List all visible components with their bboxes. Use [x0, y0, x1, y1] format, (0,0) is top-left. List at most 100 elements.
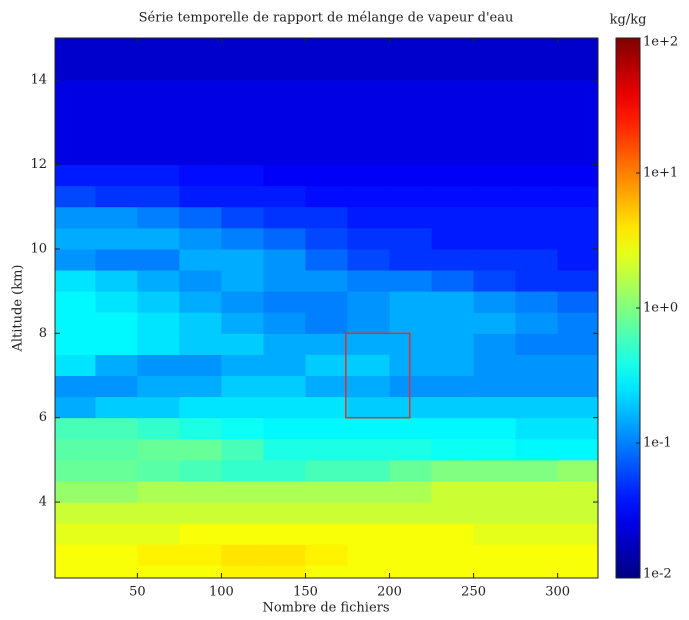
heatmap-cell: [305, 122, 349, 144]
heatmap-cell: [95, 164, 138, 187]
heatmap-cell: [515, 396, 559, 419]
annotation-box: [345, 332, 411, 419]
heatmap-cell: [221, 396, 264, 419]
heatmap-cell: [305, 565, 349, 579]
heatmap-cell: [347, 417, 391, 440]
heatmap-cell: [347, 80, 391, 102]
heatmap-cell: [431, 291, 475, 313]
heatmap-cell: [515, 227, 559, 250]
heatmap-cell: [473, 375, 517, 398]
heatmap-cell: [557, 122, 599, 144]
heatmap-cell: [179, 375, 222, 398]
heatmap-cell: [55, 417, 96, 440]
y-tick-label: 8: [39, 326, 47, 341]
plot-frame: [54, 37, 599, 579]
heatmap-cell: [389, 185, 433, 208]
heatmap-cell: [389, 291, 433, 313]
heatmap-cell: [515, 354, 559, 376]
heatmap-cell: [179, 59, 222, 81]
heatmap-cell: [557, 502, 599, 524]
heatmap-cell: [389, 270, 433, 292]
heatmap-cell: [95, 270, 138, 292]
heatmap-cell: [305, 185, 349, 208]
heatmap-cell: [221, 227, 264, 250]
heatmap-cell: [305, 459, 349, 482]
heatmap-cell: [221, 122, 264, 144]
heatmap-cell: [263, 164, 306, 187]
colorbar-tick-label: 1e+2: [643, 35, 678, 50]
x-axis-label: Nombre de fichiers: [262, 601, 389, 616]
heatmap-cell: [263, 333, 306, 355]
heatmap-cell: [557, 291, 599, 313]
heatmap-cell: [95, 101, 138, 123]
heatmap-cell: [473, 291, 517, 313]
heatmap-cell: [515, 122, 559, 144]
heatmap-cell: [389, 544, 433, 566]
heatmap-cell: [179, 291, 222, 313]
heatmap-cell: [95, 333, 138, 355]
heatmap-cell: [473, 270, 517, 292]
heatmap-cell: [515, 206, 559, 229]
heatmap-cell: [431, 38, 475, 60]
heatmap-cell: [95, 248, 138, 271]
heatmap-cell: [389, 122, 433, 144]
heatmap-cell: [221, 248, 264, 271]
heatmap-cell: [179, 523, 222, 545]
heatmap-cell: [347, 291, 391, 313]
heatmap-cell: [431, 122, 475, 144]
heatmap-cell: [263, 396, 306, 419]
heatmap-cell: [557, 523, 599, 545]
heatmap-cell: [389, 59, 433, 81]
heatmap-cell: [179, 185, 222, 208]
heatmap-cell: [557, 312, 599, 334]
heatmap-cell: [221, 438, 264, 461]
heatmap-cell: [95, 480, 138, 503]
heatmap-cell: [389, 80, 433, 102]
heatmap-cell: [347, 227, 391, 250]
heatmap-cell: [179, 502, 222, 524]
heatmap-cell: [473, 459, 517, 482]
heatmap-cell: [557, 565, 599, 579]
heatmap-cell: [179, 480, 222, 503]
heatmap-cell: [347, 143, 391, 166]
heatmap-cell: [55, 80, 96, 102]
heatmap-cell: [221, 164, 264, 187]
heatmap-cell: [95, 80, 138, 102]
heatmap-cell: [557, 143, 599, 166]
heatmap-cell: [221, 38, 264, 60]
heatmap-cell: [137, 122, 180, 144]
heatmap-cell: [179, 459, 222, 482]
heatmap-cell: [263, 101, 306, 123]
heatmap-cell: [431, 248, 475, 271]
heatmap-cell: [95, 291, 138, 313]
heatmap-cell: [515, 417, 559, 440]
heatmap-cell: [431, 438, 475, 461]
heatmap-cell: [263, 59, 306, 81]
heatmap-cell: [179, 354, 222, 376]
heatmap-cell: [137, 565, 180, 579]
heatmap-cell: [95, 59, 138, 81]
heatmap-cell: [263, 206, 306, 229]
heatmap-cell: [431, 354, 475, 376]
heatmap-cell: [55, 291, 96, 313]
heatmap-cell: [137, 270, 180, 292]
heatmap-cell: [473, 248, 517, 271]
heatmap-cell: [95, 143, 138, 166]
heatmap-cell: [263, 143, 306, 166]
heatmap-cell: [557, 459, 599, 482]
heatmap-cell: [137, 502, 180, 524]
heatmap-cell: [305, 333, 349, 355]
heatmap-cell: [473, 185, 517, 208]
heatmap-cell: [263, 122, 306, 144]
heatmap-cell: [515, 333, 559, 355]
heatmap-cell: [263, 270, 306, 292]
heatmap-cell: [515, 185, 559, 208]
heatmap-cell: [305, 523, 349, 545]
heatmap-cell: [389, 502, 433, 524]
heatmap-cell: [347, 164, 391, 187]
heatmap-cell: [179, 248, 222, 271]
heatmap-cell: [263, 502, 306, 524]
heatmap-cell: [263, 312, 306, 334]
heatmap-cell: [515, 80, 559, 102]
heatmap-cell: [515, 38, 559, 60]
